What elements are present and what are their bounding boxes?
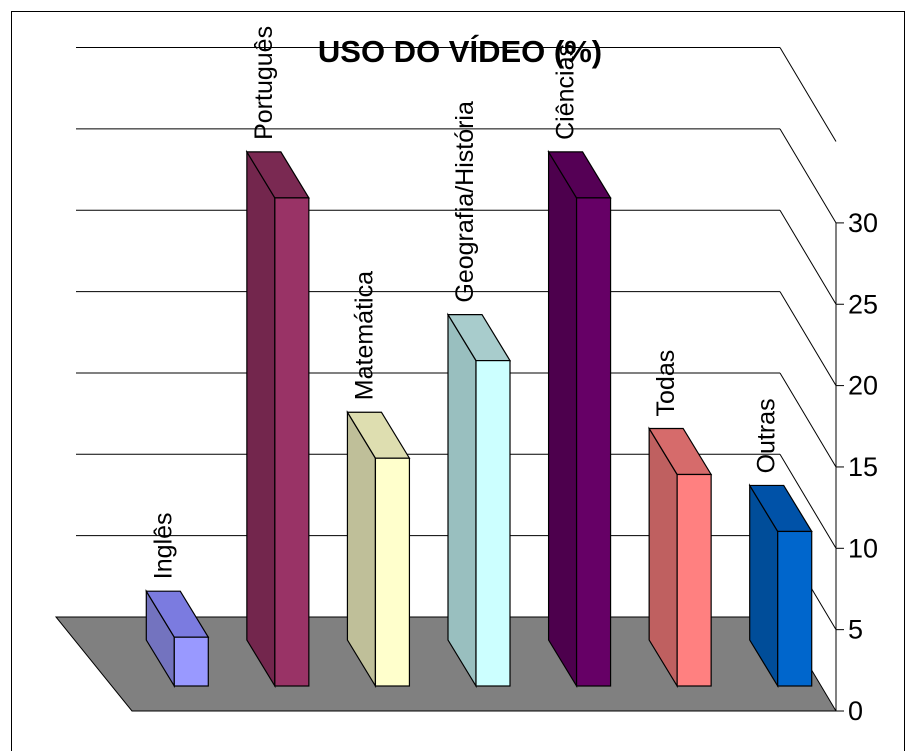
category-label: Matemática xyxy=(350,271,378,400)
bar-front xyxy=(274,197,310,687)
category-labels: Inglês Português Matemática Geografia/Histó… xyxy=(149,26,780,579)
bar-front xyxy=(173,636,209,687)
bar xyxy=(346,410,411,689)
bar-front xyxy=(676,473,712,687)
y-tick-label: 20 xyxy=(848,371,878,401)
bar xyxy=(145,589,210,689)
y-tick-label: 25 xyxy=(848,289,878,319)
side-wall-line xyxy=(779,454,837,549)
chart-bars xyxy=(145,149,813,689)
category-label: Outras xyxy=(753,398,781,473)
bar-side xyxy=(547,149,578,689)
side-wall-line xyxy=(779,372,837,468)
side-wall-line xyxy=(779,47,837,142)
category-label: Português xyxy=(250,26,278,140)
category-label: Todas xyxy=(652,350,680,417)
bar-front xyxy=(374,457,411,687)
bar-front xyxy=(575,197,612,687)
y-tick-label: 0 xyxy=(848,696,863,726)
side-wall-line xyxy=(779,209,837,305)
bar xyxy=(648,426,713,689)
chart-title: USO DO VÍDEO (%) xyxy=(318,34,602,69)
category-label: Geografia/História xyxy=(451,101,479,303)
bar-side xyxy=(447,312,477,689)
y-tick-label: 15 xyxy=(848,452,878,482)
side-wall-line xyxy=(779,291,837,386)
bar xyxy=(748,483,813,689)
bar-side xyxy=(346,410,377,689)
bar-front xyxy=(475,360,511,687)
bar xyxy=(245,149,310,689)
y-tick-label: 5 xyxy=(848,615,863,645)
y-tick-label: 30 xyxy=(848,208,878,238)
category-label: Ciências xyxy=(552,44,580,140)
side-wall-line xyxy=(779,128,837,224)
y-axis: 0 5 10 15 20 25 30 xyxy=(835,208,878,726)
bar-side xyxy=(246,149,276,689)
bar xyxy=(446,312,512,689)
y-tick-label: 10 xyxy=(848,533,878,563)
bar xyxy=(547,149,612,689)
bar-front xyxy=(777,530,813,687)
category-label: Inglês xyxy=(149,512,177,579)
